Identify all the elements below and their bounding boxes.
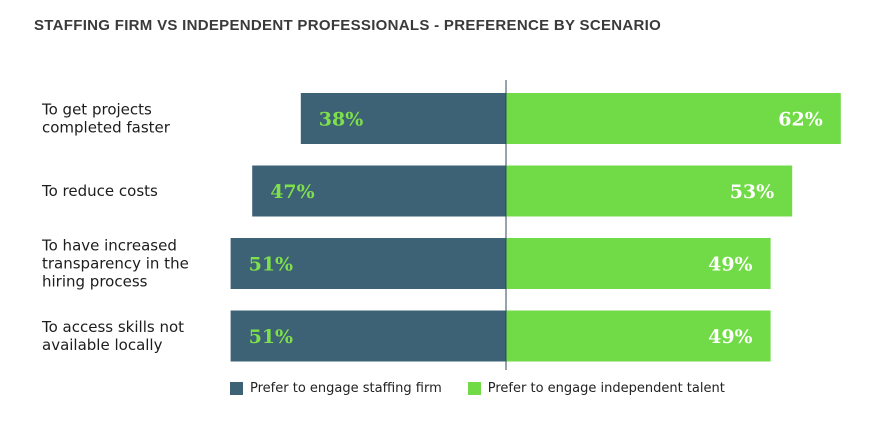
category-label: To access skills not available locally xyxy=(41,318,184,354)
legend-swatch-independent-talent xyxy=(467,382,481,395)
data-label-independent-talent: 53% xyxy=(730,181,775,203)
data-label-staffing-firm: 51% xyxy=(249,326,294,348)
legend-item-staffing-firm: Prefer to engage staffing firm xyxy=(230,381,442,396)
bar-independent-talent xyxy=(506,310,771,362)
legend-swatch-staffing-firm xyxy=(230,382,243,395)
legend: Prefer to engage staffing firm Prefer to… xyxy=(230,381,751,396)
bar-staffing-firm xyxy=(230,310,506,362)
data-label-staffing-firm: 47% xyxy=(270,181,315,203)
legend-label-independent-talent: Prefer to engage independent talent xyxy=(487,381,725,396)
data-label-independent-talent: 62% xyxy=(778,109,823,131)
legend-item-independent-talent: Prefer to engage independent talent xyxy=(467,381,725,396)
category-label: To reduce costs xyxy=(41,182,158,200)
data-label-staffing-firm: 38% xyxy=(319,109,364,131)
bar-staffing-firm xyxy=(300,93,506,144)
category-label: To have increased transparency in the hiri… xyxy=(41,237,189,291)
chart-title: STAFFING FIRM VS INDEPENDENT PROFESSIONA… xyxy=(34,17,662,34)
bar-staffing-firm xyxy=(252,165,506,217)
category-label: To get projects completed faster xyxy=(41,101,171,137)
bar-independent-talent xyxy=(506,93,841,144)
data-label-independent-talent: 49% xyxy=(708,326,753,348)
data-label-staffing-firm: 51% xyxy=(249,254,294,276)
data-label-independent-talent: 49% xyxy=(708,254,753,276)
legend-label-staffing-firm: Prefer to engage staffing firm xyxy=(250,381,442,396)
bar-independent-talent xyxy=(506,165,793,217)
bar-independent-talent xyxy=(506,238,771,289)
bar-staffing-firm xyxy=(230,238,506,289)
